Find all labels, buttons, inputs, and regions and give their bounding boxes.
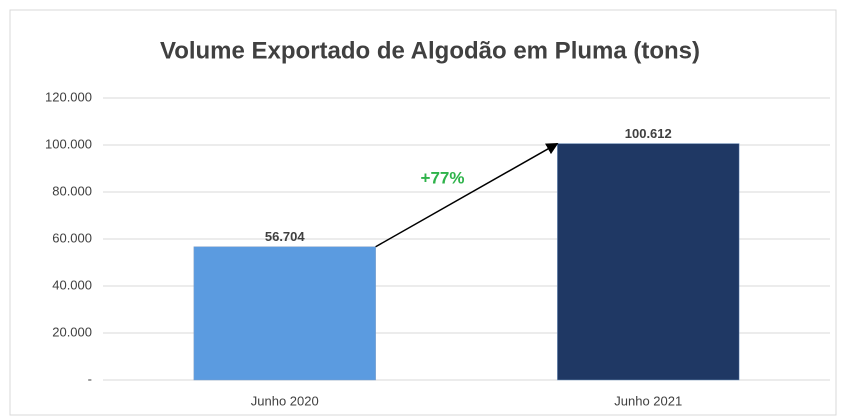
y-tick-label: 20.000 [52, 324, 92, 339]
bar [557, 143, 740, 381]
x-tick-label: Junho 2021 [614, 393, 682, 408]
y-tick-label: 120.000 [45, 89, 92, 104]
data-label: 56.704 [265, 229, 306, 244]
y-tick-label: 60.000 [52, 230, 92, 245]
growth-annotation: +77% [421, 169, 465, 188]
y-tick-label: - [88, 371, 92, 386]
bar [193, 246, 376, 381]
y-tick-label: 80.000 [52, 183, 92, 198]
growth-arrow [375, 142, 559, 248]
x-tick-label: Junho 2020 [251, 393, 319, 408]
chart-title: Volume Exportado de Algodão em Pluma (to… [160, 37, 700, 64]
y-tick-label: 40.000 [52, 277, 92, 292]
y-tick-label: 100.000 [45, 136, 92, 151]
data-label: 100.612 [625, 126, 672, 141]
